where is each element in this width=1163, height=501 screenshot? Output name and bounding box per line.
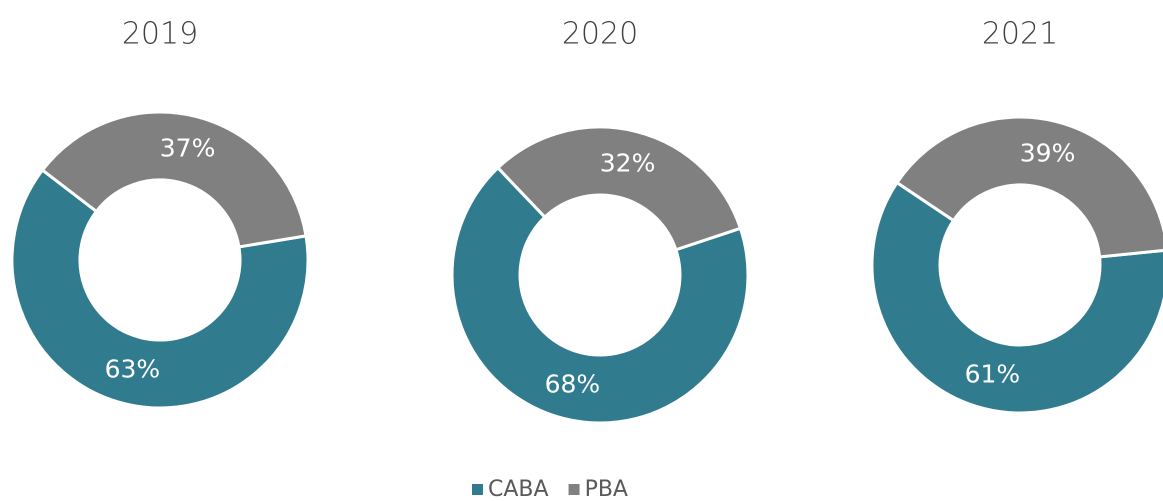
donut-slice bbox=[894, 115, 1163, 259]
legend-swatch bbox=[568, 484, 580, 495]
donut-slice bbox=[450, 165, 750, 425]
donut-slice bbox=[40, 110, 308, 249]
legend-swatch bbox=[472, 484, 483, 495]
chart-title: 2021 bbox=[982, 17, 1058, 52]
data-label: 63% bbox=[105, 355, 161, 384]
donut-slice bbox=[10, 168, 310, 410]
donut-slice bbox=[870, 180, 1163, 415]
data-label: 39% bbox=[1020, 138, 1076, 167]
legend: CABA PBA bbox=[472, 477, 628, 501]
chart-title: 2019 bbox=[122, 17, 198, 52]
data-label: 61% bbox=[965, 360, 1021, 389]
chart-title: 2020 bbox=[562, 17, 638, 52]
legend-label: CABA bbox=[488, 477, 549, 501]
data-label: 32% bbox=[600, 148, 656, 177]
data-label: 68% bbox=[545, 370, 601, 399]
data-label: 37% bbox=[160, 133, 216, 162]
legend-label: PBA bbox=[585, 477, 628, 501]
donut-slice bbox=[495, 125, 743, 252]
